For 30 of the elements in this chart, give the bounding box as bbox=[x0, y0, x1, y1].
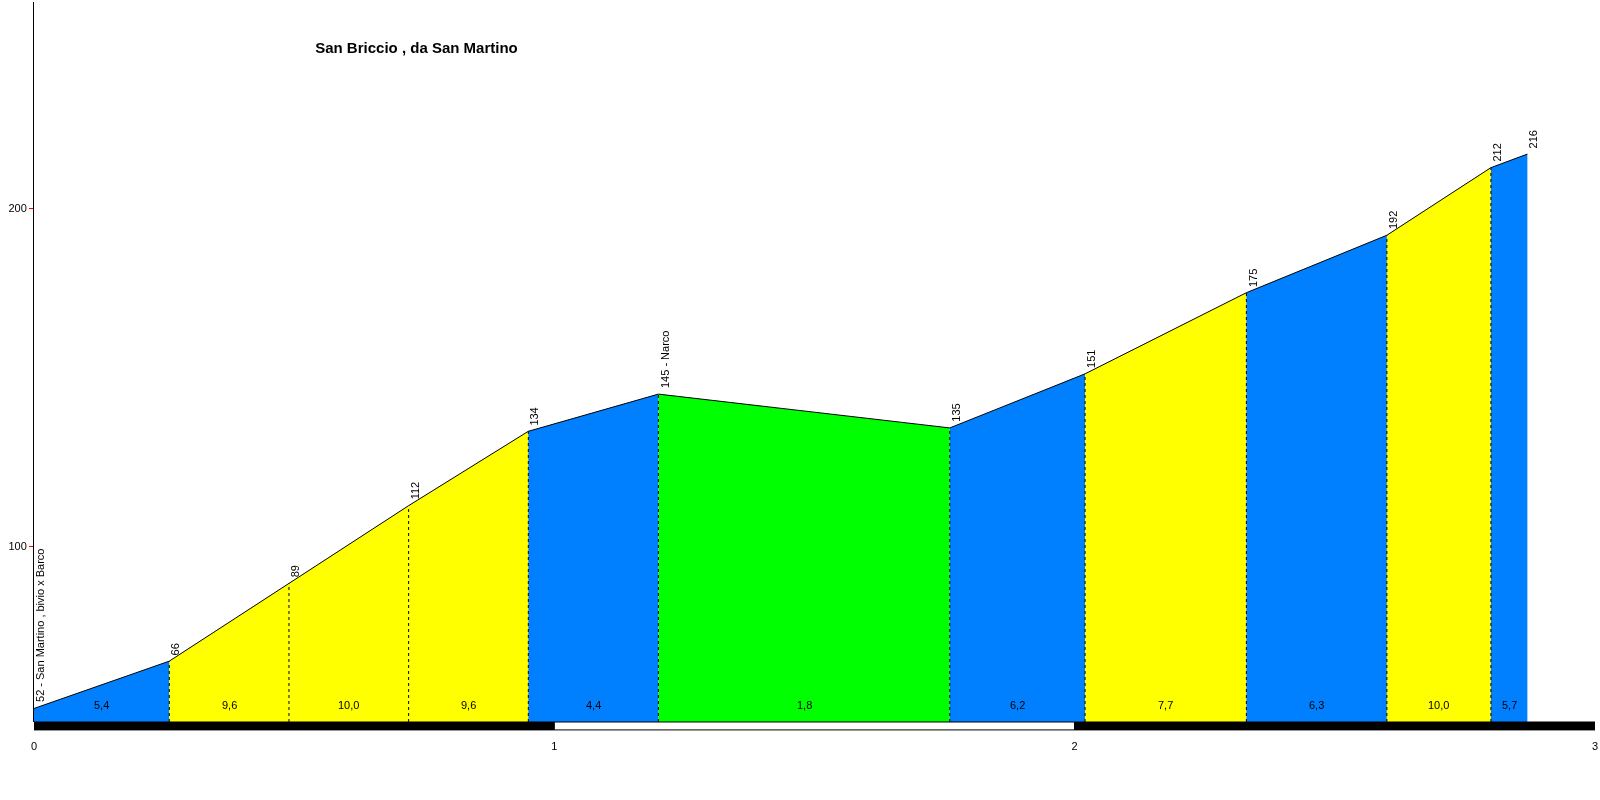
annotation: 10,0 bbox=[338, 699, 360, 711]
annotation: 9,6 bbox=[461, 699, 477, 711]
x-tick-label: 0 bbox=[30, 740, 38, 752]
data-label: 52 - San Martino , bivio x Barco bbox=[34, 548, 47, 702]
data-label: 135 bbox=[949, 403, 962, 422]
annotation: 9,6 bbox=[222, 699, 238, 711]
data-label: 66 bbox=[169, 643, 182, 656]
data-label: 112 bbox=[408, 481, 421, 500]
y-tick-label: 100 bbox=[8, 540, 27, 553]
data-label: 89 bbox=[288, 565, 301, 578]
data-label: 145 - Narco bbox=[658, 330, 671, 389]
data-label: 151 bbox=[1085, 349, 1098, 368]
y-tick-label: 200 bbox=[8, 202, 27, 215]
annotation: 5,4 bbox=[94, 699, 110, 711]
annotation: 7,7 bbox=[1158, 699, 1174, 711]
annotation: 6,2 bbox=[1010, 699, 1026, 711]
annotation: 6,3 bbox=[1309, 699, 1325, 711]
data-label: 192 bbox=[1386, 210, 1399, 230]
text: San Briccio , da San Martino bbox=[315, 39, 518, 57]
data-label: 134 bbox=[528, 407, 541, 426]
data-label: 175 bbox=[1246, 268, 1259, 288]
annotation: 5,7 bbox=[1502, 699, 1518, 711]
annotation: 4,4 bbox=[586, 699, 602, 711]
annotation: 1,8 bbox=[797, 699, 813, 711]
data-label: 212 bbox=[1491, 143, 1504, 162]
x-tick-label: 1 bbox=[551, 740, 558, 752]
x-tick-label: 3 bbox=[1591, 740, 1599, 752]
x-tick-label: 2 bbox=[1071, 740, 1078, 752]
annotation: 10,0 bbox=[1428, 699, 1450, 711]
data-label: 216 bbox=[1527, 130, 1540, 149]
